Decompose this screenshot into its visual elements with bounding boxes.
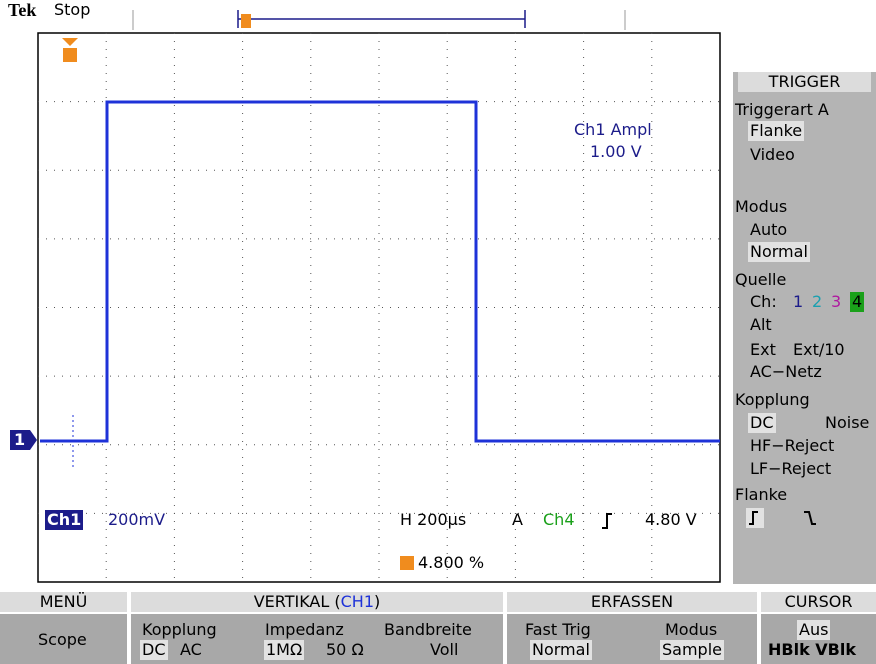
- trigger-position: 4.800 %: [418, 553, 484, 573]
- channel-option[interactable]: 1: [793, 292, 803, 312]
- title-channel: CH1: [341, 592, 374, 611]
- menu-option[interactable]: Normal: [530, 640, 592, 660]
- horizontal-scale: H 200µs: [400, 510, 466, 530]
- channel-option[interactable]: 4: [850, 292, 864, 312]
- vertical-scale: 200mV: [108, 510, 165, 530]
- menu-option[interactable]: Normal: [748, 242, 810, 262]
- menu-option[interactable]: LF−Reject: [750, 459, 831, 479]
- menu-item[interactable]: Scope: [38, 630, 87, 650]
- side-menu-title: TRIGGER: [738, 72, 871, 92]
- menu-option[interactable]: HF−Reject: [750, 436, 834, 456]
- menu-option[interactable]: Flanke: [748, 121, 804, 141]
- menu-option[interactable]: Noise: [825, 413, 869, 433]
- menu-option[interactable]: HBlk VBlk: [768, 640, 856, 660]
- menu-option[interactable]: Sample: [660, 640, 724, 660]
- title-text: VERTIKAL (: [254, 592, 341, 611]
- channel-option[interactable]: 2: [812, 292, 822, 312]
- slope-icon: [602, 514, 612, 528]
- menu-option[interactable]: AC−Netz: [750, 362, 822, 382]
- menu-header: VERTIKAL (CH1): [131, 592, 503, 612]
- title-text: ): [374, 592, 380, 611]
- section-label: Flanke: [735, 485, 787, 505]
- menu-option[interactable]: 1MΩ: [264, 640, 304, 660]
- trigger-marker-box: [63, 48, 77, 62]
- menu-option[interactable]: 50 Ω: [326, 640, 364, 660]
- section-label: Triggerart A: [735, 100, 829, 120]
- channel-marker: 1: [14, 430, 25, 450]
- menu-label[interactable]: Bandbreite: [384, 620, 472, 640]
- trigger-mode: A: [512, 510, 523, 530]
- menu-option[interactable]: DC: [140, 640, 168, 660]
- menu-option[interactable]: Aus: [797, 620, 830, 640]
- section-label: Modus: [735, 197, 787, 217]
- channel-badge: Ch1: [45, 510, 83, 530]
- trigger-level: 4.80 V: [645, 510, 697, 530]
- graticule: [38, 33, 720, 582]
- menu-option[interactable]: Ext: [750, 340, 776, 360]
- menu-option[interactable]: Video: [750, 145, 795, 165]
- trigger-pos-icon: [241, 14, 251, 28]
- graticule-border: [38, 33, 720, 582]
- channel-option[interactable]: 3: [831, 292, 841, 312]
- menu-option[interactable]: Ext/10: [793, 340, 845, 360]
- menu-header: ERFASSEN: [507, 592, 757, 612]
- menu-option[interactable]: AC: [180, 640, 202, 660]
- menu-header: CURSOR: [761, 592, 876, 612]
- record-bar: [238, 10, 525, 28]
- menu-option[interactable]: Voll: [430, 640, 458, 660]
- trigger-source: Ch4: [543, 510, 575, 530]
- menu-option[interactable]: Auto: [750, 220, 787, 240]
- menu-label[interactable]: Fast Trig: [525, 620, 591, 640]
- page: {"header": {"brand": "Tek", "status": "S…: [0, 0, 876, 664]
- section-label: Quelle: [735, 270, 786, 290]
- menu-option: Ch:: [750, 292, 777, 312]
- trigger-pos-icon: [400, 556, 414, 570]
- measurement-value: 1.00 V: [590, 142, 642, 162]
- menu-label[interactable]: Kopplung: [142, 620, 217, 640]
- menu-option[interactable]: DC: [748, 413, 776, 433]
- measurement-label: Ch1 Ampl: [574, 120, 652, 140]
- trigger-marker: [62, 38, 78, 46]
- menu-label[interactable]: Modus: [665, 620, 717, 640]
- menu-option[interactable]: Alt: [750, 315, 772, 335]
- section-label: Kopplung: [735, 390, 810, 410]
- scope-screen: Tek Stop 1 Ch1 Ampl 1.00 V Ch1 200mV H 2…: [0, 0, 876, 664]
- menu-label[interactable]: Impedanz: [265, 620, 344, 640]
- menu-header: MENÜ: [0, 592, 127, 612]
